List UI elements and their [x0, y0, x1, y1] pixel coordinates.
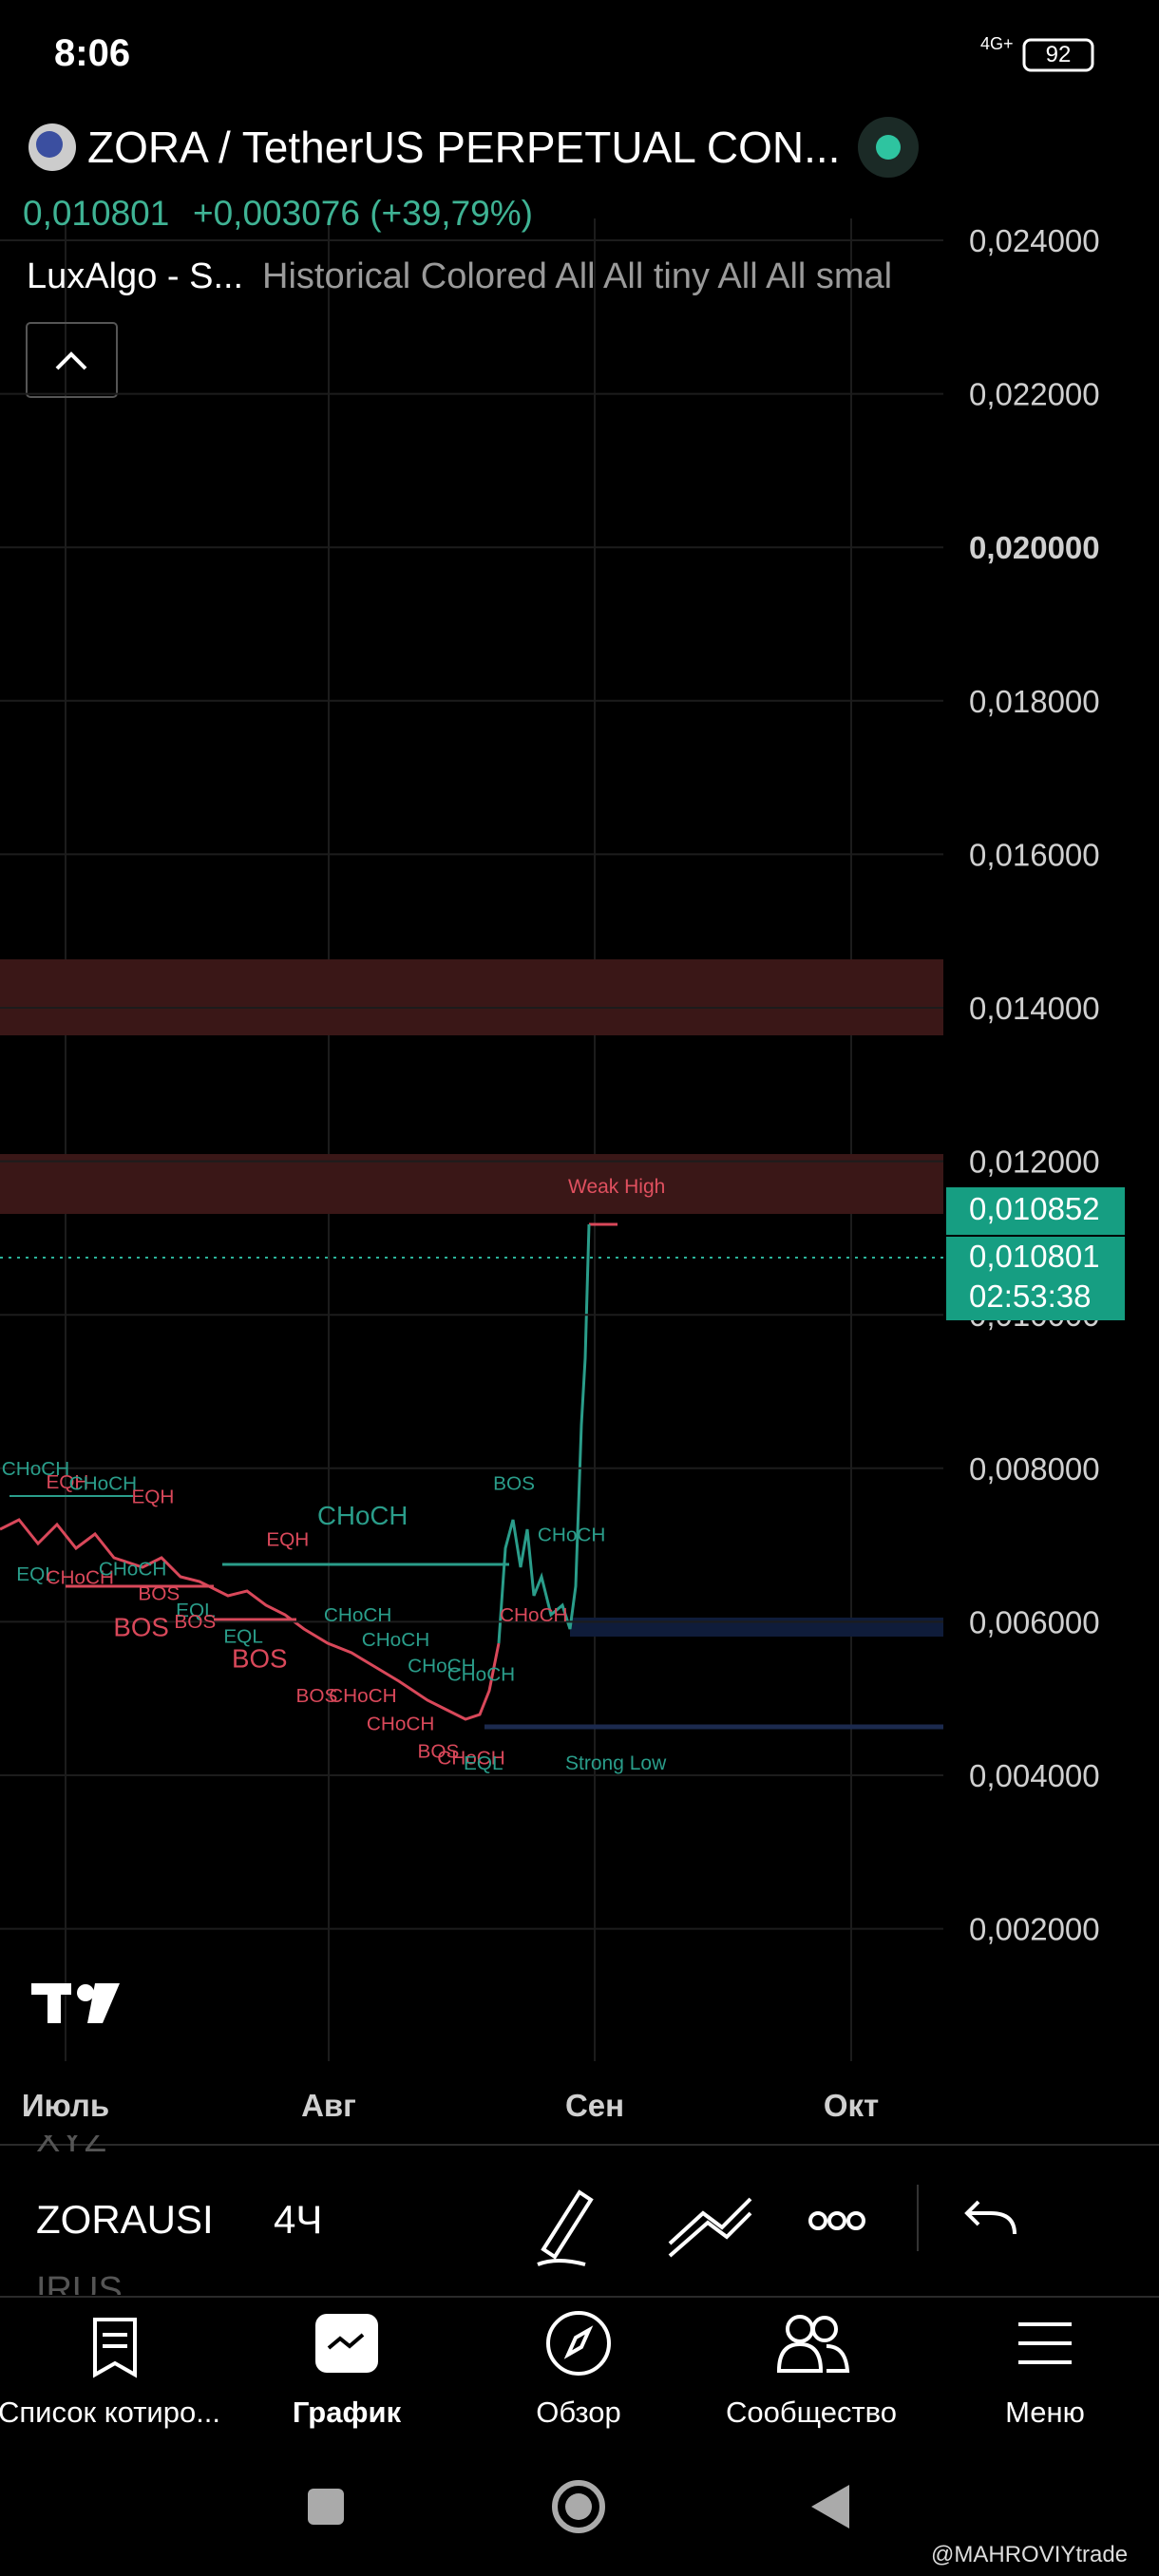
structure-label: CHoCH — [367, 1713, 434, 1734]
price-axis-label: 0,024000 — [969, 223, 1100, 258]
time-axis-label: Июль — [22, 2088, 109, 2123]
countdown: 02:53:38 — [969, 1279, 1092, 1314]
high-price-box — [946, 1187, 1125, 1235]
structure-label: EQL — [223, 1626, 263, 1648]
structure-label: CHoCH — [324, 1604, 391, 1626]
structure-label: CHoCH — [538, 1524, 605, 1545]
nav-label[interactable]: Сообщество — [726, 2396, 897, 2429]
weak-high-label: Weak High — [568, 1176, 666, 1198]
price-axis-label: 0,004000 — [969, 1758, 1100, 1793]
system-recents[interactable] — [308, 2489, 344, 2525]
structure-label: CHoCH — [317, 1501, 408, 1530]
symbol-title[interactable]: ZORA / TetherUS PERPETUAL CON... — [87, 123, 841, 172]
structure-label: CHoCH — [2, 1458, 69, 1480]
structure-label: EQH — [46, 1471, 88, 1493]
price-axis-label: 0,012000 — [969, 1145, 1100, 1180]
battery-icon — [1022, 38, 1094, 72]
structure-label: EQL — [464, 1752, 504, 1774]
nav-label[interactable]: Меню — [1005, 2396, 1085, 2429]
structure-label: CHoCH — [362, 1629, 429, 1651]
time-axis-label: Авг — [301, 2088, 356, 2123]
nav-label[interactable]: График — [293, 2396, 402, 2429]
structure-label: BOS — [138, 1583, 180, 1605]
supply-zone — [0, 959, 943, 1035]
watermark: @MAHROVIYtrade — [931, 2542, 1129, 2567]
trend-icon[interactable] — [668, 2197, 752, 2258]
price-trace — [0, 1518, 501, 1721]
structure-label: EQH — [266, 1528, 309, 1550]
last-price-box — [946, 1237, 1125, 1320]
price-axis-label: 0,022000 — [969, 377, 1100, 412]
structure-label: CHoCH — [46, 1566, 113, 1588]
price-axis-label: 0,002000 — [969, 1912, 1100, 1947]
structure-label: CHoCH — [437, 1748, 504, 1770]
system-home[interactable] — [552, 2480, 605, 2533]
structure-label: CHoCH — [408, 1656, 475, 1677]
price-axis-label: 0,016000 — [969, 837, 1100, 872]
draw-icon[interactable] — [537, 2189, 594, 2266]
undo-icon[interactable] — [964, 2200, 1016, 2235]
high-price-label: 0,010852 — [969, 1191, 1100, 1226]
collapse-button[interactable] — [26, 322, 118, 398]
price-axis-label: 0,006000 — [969, 1604, 1100, 1639]
more-icon[interactable] — [808, 2211, 827, 2230]
nav-label[interactable]: Список котиро... — [0, 2396, 220, 2429]
structure-label: BOS — [493, 1473, 535, 1495]
tradingview-logo — [31, 1983, 120, 2023]
menu-icon[interactable] — [1018, 2322, 1072, 2364]
time-axis-label: Сен — [565, 2088, 624, 2123]
explore-icon[interactable] — [546, 2311, 611, 2376]
nav-icons — [93, 2311, 1072, 2378]
structure-label: CHoCH — [447, 1663, 515, 1685]
structure-label: BOS — [174, 1611, 216, 1633]
structure-label: CHoCH — [69, 1473, 137, 1495]
strong-low-label: Strong Low — [565, 1752, 667, 1774]
price-trace — [497, 1223, 591, 1644]
price-axis-label: 0,020000 — [969, 530, 1100, 565]
battery-level: 92 — [1045, 42, 1072, 67]
price-axis-label: 0,008000 — [969, 1451, 1100, 1487]
nav-label[interactable]: Обзор — [536, 2396, 621, 2429]
system-back[interactable] — [811, 2485, 849, 2529]
demand-zone — [570, 1618, 943, 1637]
structure-label: BOS — [295, 1685, 337, 1707]
structure-label: CHoCH — [329, 1685, 396, 1707]
toolbar-next-symbol: IRUS — [36, 2270, 123, 2295]
structure-label: CHoCH — [500, 1604, 567, 1626]
structure-label: EQL — [176, 1600, 216, 1621]
toolbar-interval[interactable]: 4Ч — [274, 2197, 323, 2242]
network: 4G+ — [980, 34, 1014, 53]
price-axis-label: 0,018000 — [969, 684, 1100, 719]
structure-label: EQH — [131, 1486, 174, 1507]
toolbar-symbol[interactable]: ZORAUSI — [36, 2197, 214, 2242]
indicator-settings: Historical Colored All All tiny All All … — [262, 256, 893, 296]
structure-label: BOS — [232, 1644, 287, 1674]
price-change: +0,003076 (+39,79%) — [193, 194, 533, 233]
last-price: 0,010801 — [23, 194, 170, 233]
structure-label: CHoCH — [99, 1559, 166, 1581]
indicator-name[interactable]: LuxAlgo - S... — [27, 256, 244, 296]
community-icon[interactable] — [786, 2315, 814, 2343]
last-price-label: 0,010801 — [969, 1239, 1100, 1274]
structure-label: BOS — [418, 1741, 460, 1763]
supply-zone — [0, 1154, 943, 1214]
toolbar-prev-symbol: XYZ — [36, 2135, 106, 2156]
watchlist-icon[interactable] — [93, 2318, 137, 2378]
clock: 8:06 — [54, 32, 131, 74]
time-axis-label: Окт — [824, 2088, 879, 2123]
structure-label: EQL — [16, 1563, 56, 1585]
toolbar-icons — [537, 2189, 1016, 2266]
structure-label: BOS — [113, 1613, 168, 1642]
price-axis-label: 0,014000 — [969, 991, 1100, 1026]
